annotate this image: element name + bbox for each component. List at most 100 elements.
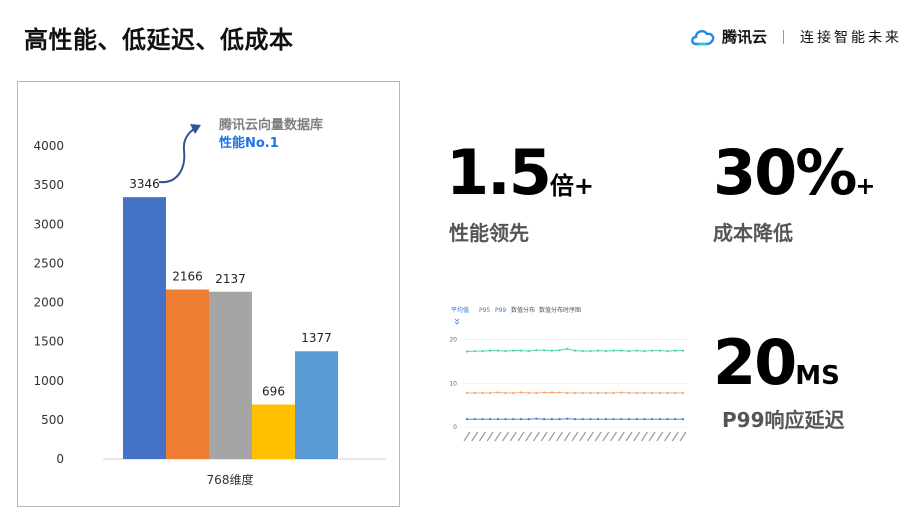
y-tick-label: 0 bbox=[453, 424, 457, 431]
stat-suffix: 倍+ bbox=[549, 172, 594, 200]
series-point bbox=[527, 391, 530, 395]
x-tick-mark bbox=[664, 431, 672, 442]
stat-suffix: MS bbox=[795, 361, 840, 391]
series-point bbox=[643, 391, 646, 395]
series-point bbox=[481, 391, 484, 395]
stat-value: 1.5 bbox=[446, 136, 552, 209]
y-tick-label: 2500 bbox=[33, 256, 64, 270]
series-point bbox=[635, 391, 638, 395]
stat-value: 30% bbox=[713, 136, 857, 209]
series-point bbox=[535, 417, 538, 420]
y-tick-label: 4000 bbox=[33, 139, 64, 153]
x-tick-mark bbox=[602, 431, 610, 442]
x-tick-mark bbox=[463, 431, 471, 442]
series-point bbox=[489, 349, 492, 352]
bar-value-label: 2137 bbox=[215, 272, 246, 286]
stat-performance: 1.5倍+ bbox=[446, 136, 594, 209]
annotation-arrow bbox=[158, 127, 197, 184]
series-point bbox=[550, 349, 553, 352]
series-point bbox=[558, 349, 561, 352]
series-point bbox=[635, 349, 638, 352]
x-tick-mark bbox=[594, 431, 602, 442]
x-tick-mark bbox=[579, 431, 587, 442]
series-point bbox=[496, 391, 499, 394]
series-point bbox=[489, 418, 492, 421]
series-point bbox=[666, 391, 669, 395]
x-tick-mark bbox=[586, 431, 594, 442]
series-point bbox=[481, 418, 484, 421]
annotation-line1: 腾讯云向量数据库 bbox=[218, 117, 323, 133]
series-point bbox=[681, 391, 685, 395]
series-point bbox=[597, 349, 600, 352]
x-tick-mark bbox=[625, 431, 633, 442]
series-point bbox=[535, 391, 538, 395]
stat-latency: 20MS bbox=[713, 326, 840, 399]
series-point bbox=[674, 349, 677, 352]
series-point bbox=[558, 418, 561, 421]
series-point bbox=[604, 418, 607, 421]
x-tick-mark bbox=[525, 431, 533, 442]
x-tick-mark bbox=[494, 431, 502, 442]
y-tick-label: 2000 bbox=[33, 296, 64, 310]
series-point bbox=[643, 349, 646, 353]
series-point bbox=[465, 350, 469, 353]
series-point bbox=[519, 418, 523, 421]
x-tick-mark bbox=[502, 431, 510, 442]
x-tick-mark bbox=[656, 431, 664, 442]
stat-cost: 30%+ bbox=[713, 136, 876, 209]
x-tick-mark bbox=[610, 431, 618, 442]
series-point bbox=[612, 349, 615, 352]
y-tick-label: 1500 bbox=[33, 335, 64, 349]
chart-tab[interactable]: 数值分布 bbox=[511, 306, 535, 314]
series-point bbox=[465, 391, 469, 395]
series-point bbox=[581, 349, 584, 353]
series-point bbox=[481, 349, 484, 353]
chart-tab[interactable]: P95 bbox=[479, 307, 490, 314]
y-tick-label: 500 bbox=[41, 413, 64, 427]
x-tick-mark bbox=[540, 431, 548, 442]
series-point bbox=[627, 349, 631, 353]
y-tick-label: 20 bbox=[449, 337, 457, 344]
x-tick-mark bbox=[509, 431, 517, 442]
series-point bbox=[465, 418, 469, 421]
series-point bbox=[512, 418, 515, 421]
series-point bbox=[473, 418, 476, 421]
x-tick-mark bbox=[617, 431, 625, 442]
series-point bbox=[627, 418, 631, 421]
bar bbox=[252, 404, 295, 459]
bar bbox=[166, 289, 209, 459]
series-point bbox=[589, 349, 592, 353]
bar-chart: 0 500 1000 1500 2000 2500 3000 3500 4000 3346 216… bbox=[33, 117, 386, 487]
series-point bbox=[651, 418, 654, 421]
collapse-chevron-icon[interactable] bbox=[454, 318, 460, 325]
series-point bbox=[558, 391, 561, 394]
x-tick-mark bbox=[648, 431, 656, 442]
chart-tab[interactable]: P99 bbox=[495, 307, 506, 314]
series-point bbox=[473, 349, 476, 353]
series-point bbox=[512, 349, 515, 352]
series-point bbox=[589, 391, 592, 395]
chart-tab[interactable]: 数值分布时序图 bbox=[539, 306, 581, 314]
series-point bbox=[674, 391, 677, 395]
series-point bbox=[651, 349, 654, 352]
series-point bbox=[527, 349, 530, 353]
series-point bbox=[604, 391, 607, 395]
x-axis-label: 768维度 bbox=[207, 472, 254, 487]
series-point bbox=[651, 391, 654, 395]
x-tick-mark bbox=[517, 431, 525, 442]
series-point bbox=[666, 349, 669, 353]
series-point bbox=[489, 391, 492, 395]
cloud-logo-icon bbox=[691, 29, 715, 45]
brand-logo: 腾讯云 连接智能未来 bbox=[690, 26, 902, 47]
series-point bbox=[573, 349, 577, 352]
series-point bbox=[597, 418, 600, 421]
series-point bbox=[535, 349, 538, 352]
series-point bbox=[543, 391, 546, 394]
y-tick-label: 3000 bbox=[33, 217, 64, 231]
chart-tab[interactable]: 平均值 bbox=[451, 306, 469, 314]
x-tick-mark bbox=[671, 431, 679, 442]
latency-line-chart: 平均值 P95 P99 数值分布 数值分布时序图 0 10 20 bbox=[447, 301, 692, 451]
series-point bbox=[581, 418, 584, 421]
bar-value-label: 2166 bbox=[172, 270, 203, 284]
series-point bbox=[620, 418, 623, 421]
